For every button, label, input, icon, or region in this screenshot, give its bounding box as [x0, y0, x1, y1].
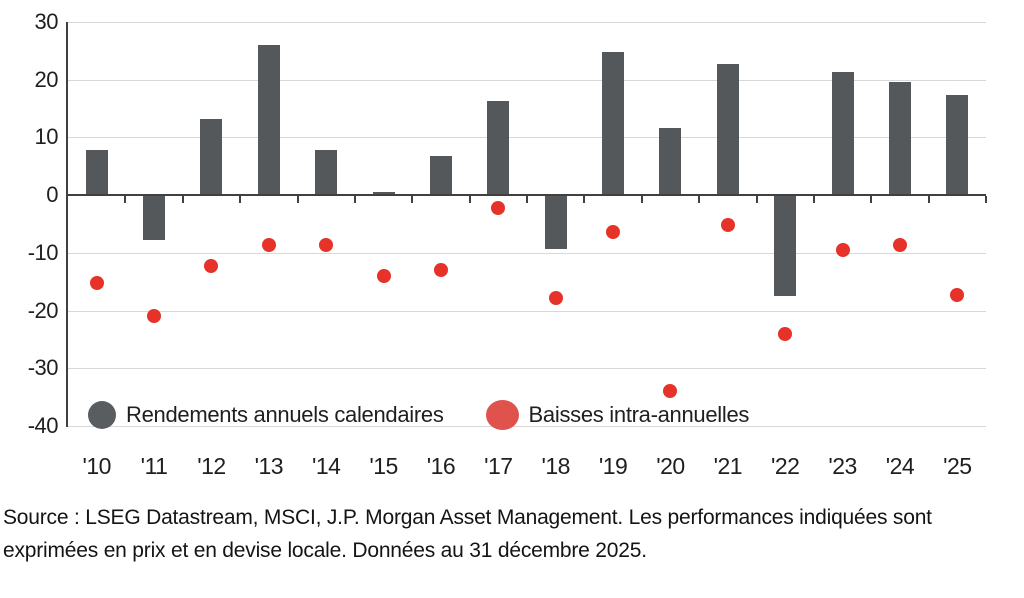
- gridline: [68, 252, 986, 254]
- annual-returns-marker-icon: [88, 401, 116, 429]
- bar-11: [143, 195, 166, 241]
- decline-dot-14: [319, 237, 334, 252]
- intra-year-declines-legend-label: Baisses intra-annuelles: [528, 402, 750, 427]
- x-tick-label: '25: [943, 453, 972, 479]
- decline-dot-23: [835, 242, 850, 257]
- x-tick-label: '21: [713, 453, 743, 479]
- decline-dot-15: [376, 268, 391, 283]
- y-tick-label: -30: [27, 355, 59, 381]
- axis-tick: [526, 196, 528, 204]
- bar-21: [716, 63, 739, 196]
- bar-12: [200, 118, 223, 196]
- gridline: [68, 368, 986, 370]
- bar-19: [602, 52, 625, 196]
- axis-tick: [755, 196, 758, 204]
- bar-14: [315, 150, 338, 196]
- decline-dot-24: [892, 237, 907, 252]
- x-tick-label: '19: [598, 453, 628, 479]
- x-tick-label: '12: [197, 453, 226, 479]
- axis-tick: [583, 196, 586, 204]
- decline-dot-22: [778, 326, 793, 341]
- x-tick-label: '13: [254, 453, 284, 479]
- x-tick-label: '20: [656, 453, 685, 479]
- x-tick-label: '18: [541, 453, 570, 479]
- x-tick-label: '15: [369, 453, 398, 479]
- legend-item-intra-year-declines: Baisses intra-annuelles: [485, 400, 750, 430]
- x-tick-label: '14: [311, 453, 341, 479]
- decline-dot-11: [147, 308, 162, 323]
- source-note: Source : LSEG Datastream, MSCI, J.P. Mor…: [3, 501, 1013, 567]
- decline-dot-21: [720, 217, 735, 232]
- decline-dot-10: [89, 275, 104, 290]
- zero-axis-line: [68, 194, 986, 197]
- x-tick-label: '17: [484, 453, 513, 479]
- y-tick-label: -10: [27, 239, 59, 265]
- x-tick-label: '23: [828, 453, 857, 479]
- x-tick-label: '16: [426, 453, 456, 479]
- gridline: [68, 79, 986, 81]
- gridline: [68, 22, 986, 23]
- bar-17: [487, 101, 510, 196]
- bar-22: [774, 195, 797, 297]
- bar-10: [85, 150, 108, 196]
- y-tick-label: 30: [34, 9, 59, 34]
- axis-tick: [411, 196, 414, 204]
- plot-area: [68, 22, 987, 427]
- axis-tick: [353, 196, 356, 204]
- source-note-line2: exprimées en prix et en devise locale. D…: [3, 539, 647, 562]
- y-tick-label: -40: [27, 413, 59, 438]
- x-tick-label: '22: [770, 453, 800, 479]
- decline-dot-19: [606, 225, 621, 240]
- decline-dot-20: [663, 384, 678, 399]
- axis-tick: [812, 196, 815, 204]
- axis-tick: [468, 196, 471, 204]
- bar-13: [257, 44, 280, 196]
- axis-tick: [927, 196, 930, 204]
- bar-23: [831, 72, 854, 196]
- decline-dot-17: [491, 200, 506, 215]
- y-tick-label: -20: [27, 297, 59, 323]
- y-tick-label: 10: [34, 124, 59, 150]
- legend-item-annual-returns: Rendements annuels calendaires: [88, 401, 444, 429]
- gridline: [68, 137, 986, 139]
- axis-tick: [985, 196, 987, 204]
- y-tick-label: 0: [46, 182, 58, 208]
- bar-16: [429, 155, 452, 196]
- x-tick-label: '11: [140, 453, 168, 479]
- axis-tick: [698, 196, 701, 204]
- bar-24: [888, 82, 911, 196]
- decline-dot-12: [204, 258, 219, 273]
- gridline: [68, 310, 986, 312]
- bar-18: [544, 195, 567, 249]
- intra-year-declines-marker-icon: [485, 400, 519, 430]
- x-tick-label: '24: [885, 453, 915, 479]
- bar-25: [946, 95, 969, 196]
- axis-tick: [640, 196, 643, 204]
- chart-legend: Rendements annuels calendaires Baisses i…: [88, 398, 749, 432]
- y-axis-line: [66, 22, 68, 427]
- axis-tick: [870, 196, 873, 204]
- y-tick-label: 20: [34, 66, 59, 92]
- decline-dot-25: [950, 287, 965, 302]
- bar-15: [372, 192, 395, 196]
- source-note-line1: Source : LSEG Datastream, MSCI, J.P. Mor…: [3, 506, 932, 529]
- bar-20: [659, 128, 682, 196]
- axis-tick: [239, 196, 242, 204]
- x-tick-label: '10: [82, 453, 111, 479]
- decline-dot-18: [548, 290, 563, 305]
- annual-returns-legend-label: Rendements annuels calendaires: [126, 402, 444, 427]
- axis-tick: [181, 196, 184, 204]
- decline-dot-13: [261, 237, 276, 252]
- axis-tick: [124, 196, 127, 204]
- axis-tick: [296, 196, 299, 204]
- decline-dot-16: [433, 263, 448, 278]
- gridline: [68, 426, 986, 427]
- returns-chart: 30 20 10 0 -10 -20 -30 -40 '10 '11 '12 '13 '14 '15 '1…: [27, 9, 987, 479]
